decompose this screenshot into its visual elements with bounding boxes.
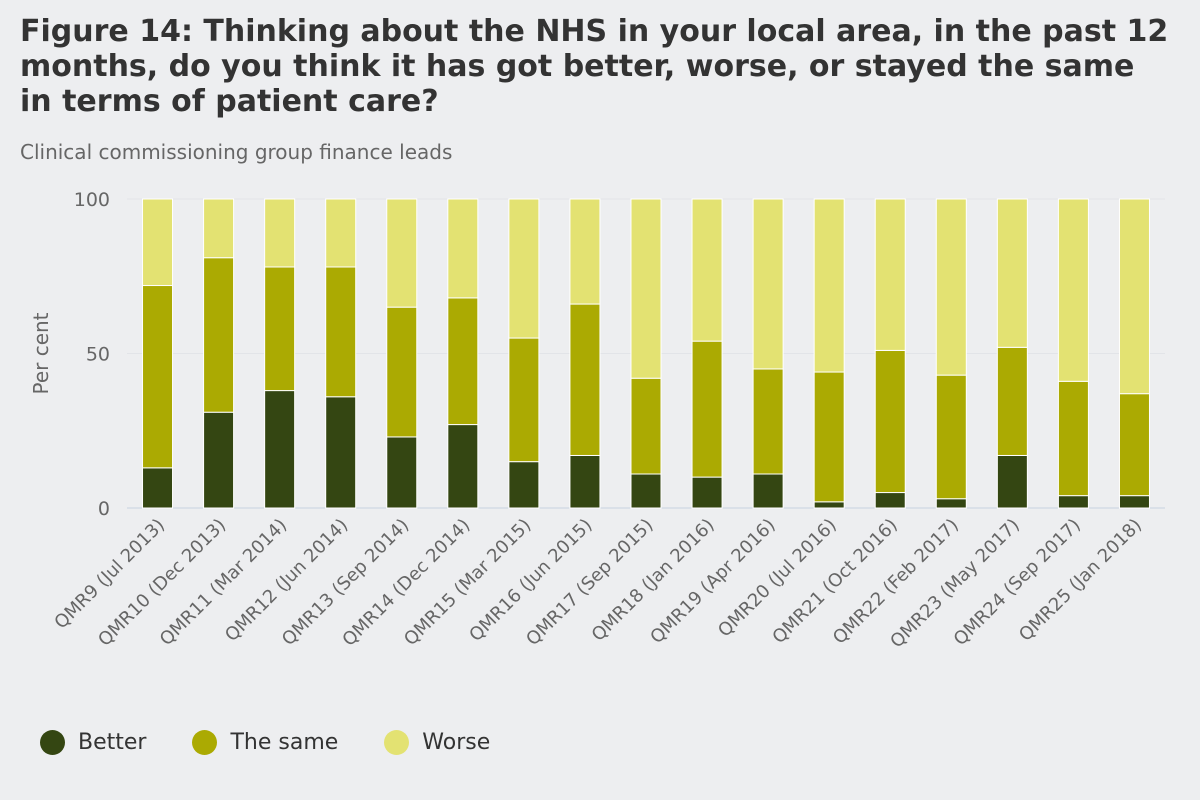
bar-segment-worse: [203, 198, 235, 259]
bar-segment-better: [1057, 495, 1089, 509]
chart-subtitle: Clinical commissioning group finance lea…: [20, 140, 453, 164]
legend-item-worse[interactable]: Worse: [384, 730, 490, 755]
legend: Better The same Worse: [40, 730, 536, 755]
legend-swatch-same: [192, 730, 218, 755]
bar-segment-same: [752, 368, 784, 475]
bar-segment-same: [1057, 380, 1089, 497]
y-axis-title: Per cent: [29, 312, 53, 394]
bar-segment-same: [203, 257, 235, 413]
bar-segment-worse: [508, 198, 540, 339]
bar-segment-worse: [569, 198, 601, 305]
bar-segment-worse: [386, 198, 418, 308]
bar-segment-same: [264, 266, 296, 392]
bar-segment-better: [142, 467, 174, 509]
bar-segment-better: [203, 411, 235, 509]
bar-segment-better: [569, 454, 601, 509]
bar-segment-same: [447, 297, 479, 426]
legend-swatch-better: [40, 730, 65, 755]
bar-segment-worse: [813, 198, 845, 373]
bar-segment-same: [691, 340, 723, 478]
bar-segment-worse: [874, 198, 906, 351]
legend-item-better[interactable]: Better: [40, 730, 146, 755]
bar-segment-better: [752, 473, 784, 509]
bar-segment-better: [691, 476, 723, 509]
x-tick-label: QMR9 (Jul 2013): [51, 515, 170, 634]
bar-segment-same: [1118, 393, 1150, 497]
bar-segment-same: [874, 349, 906, 494]
bar-segment-better: [874, 492, 906, 509]
bar-segment-better: [935, 498, 967, 509]
legend-label-better: Better: [78, 730, 147, 755]
bar-segment-better: [1118, 495, 1150, 509]
y-tick-label: 100: [74, 189, 110, 211]
bar-segment-worse: [935, 198, 967, 376]
bar-segment-worse: [691, 198, 723, 342]
bar-segment-better: [386, 436, 418, 509]
bar-segment-same: [996, 346, 1028, 456]
bar-segment-same: [325, 266, 357, 398]
bar-segment-better: [996, 454, 1028, 509]
bar-segment-same: [813, 371, 845, 503]
bar-segment-worse: [142, 198, 174, 287]
bar-segment-better: [630, 473, 662, 509]
bar-segment-worse: [1118, 198, 1150, 395]
legend-label-worse: Worse: [422, 730, 491, 755]
bar-segment-same: [569, 303, 601, 456]
chart-title: Figure 14: Thinking about the NHS in you…: [20, 14, 1169, 120]
bar-segment-worse: [447, 198, 479, 299]
bar-segment-same: [386, 306, 418, 438]
legend-label-same: The same: [230, 730, 339, 755]
bar-segment-better: [264, 390, 296, 509]
bar-segment-better: [813, 501, 845, 509]
bar-segment-worse: [264, 198, 296, 268]
bar-segment-worse: [630, 198, 662, 379]
bar-segment-better: [447, 424, 479, 509]
legend-item-same[interactable]: The same: [192, 730, 338, 755]
bar-segment-same: [630, 377, 662, 475]
bar-segment-worse: [325, 198, 357, 268]
bar-segment-worse: [996, 198, 1028, 348]
x-tick-label: QMR25 (Jan 2018): [1015, 515, 1146, 646]
bar-segment-better: [508, 461, 540, 509]
bar-segment-worse: [1057, 198, 1089, 382]
bar-segment-better: [325, 396, 357, 509]
bar-segment-same: [142, 285, 174, 469]
x-tick-label: QMR20 (Jul 2016): [714, 515, 841, 642]
bar-segment-worse: [752, 198, 784, 370]
bar-segment-same: [935, 374, 967, 500]
bar-segment-same: [508, 337, 540, 463]
y-tick-label: 50: [86, 344, 110, 366]
legend-swatch-worse: [384, 730, 410, 755]
y-tick-label: 0: [98, 498, 110, 520]
